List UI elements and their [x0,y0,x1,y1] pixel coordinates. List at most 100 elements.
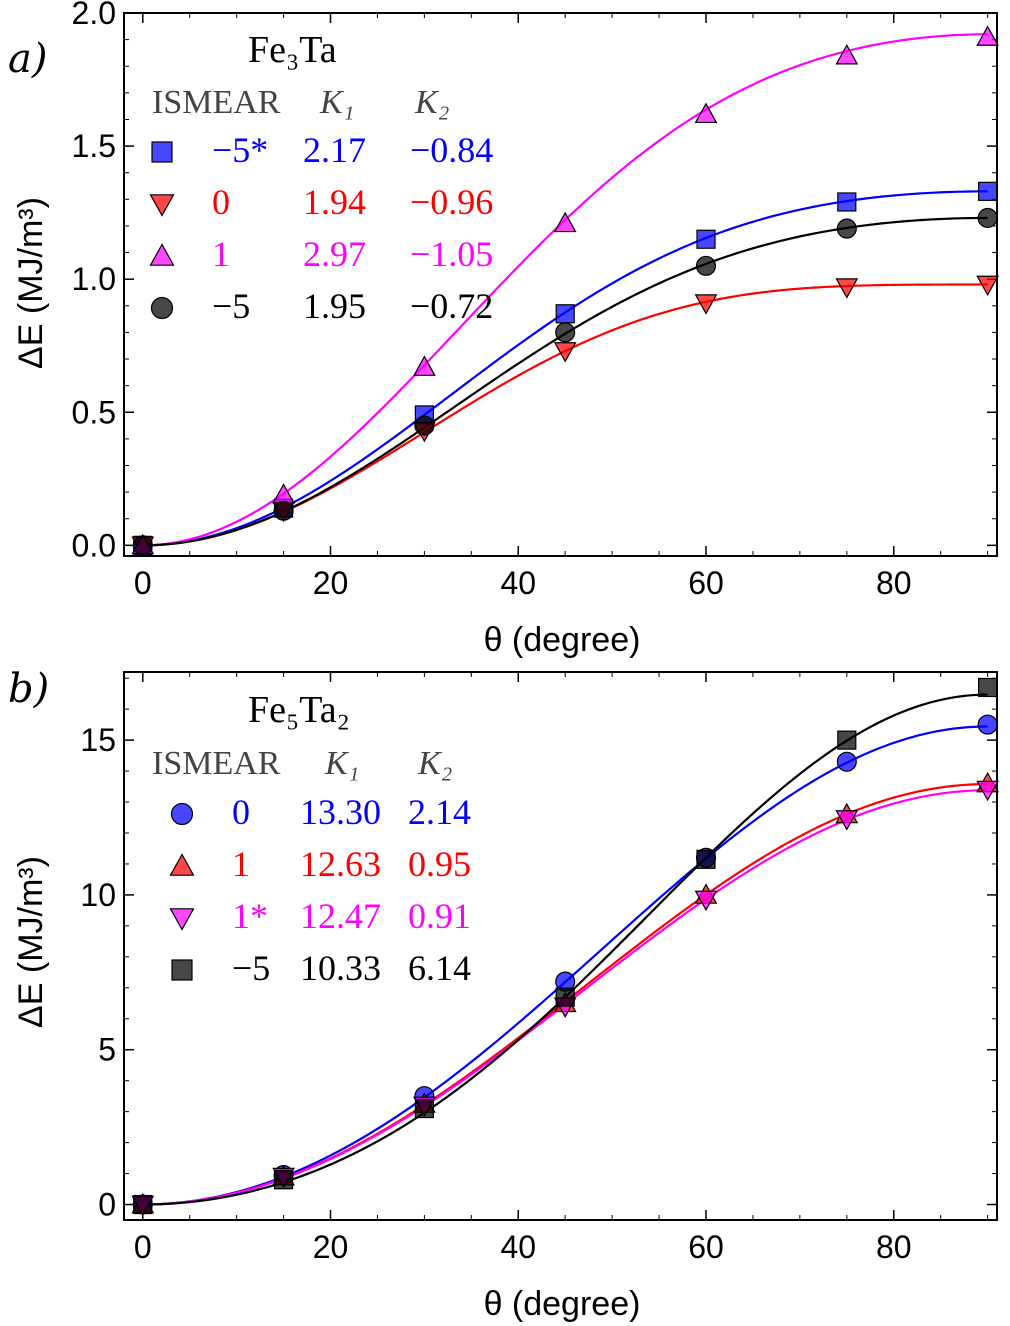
data-point-1* [835,810,859,831]
y-axis-label-b: ΔE (MJ/m³) [12,856,50,1028]
x-axis-label-a: θ (degree) [484,621,641,659]
legend-k1-0: 1.94 [303,182,366,222]
x-tick-label: 60 [688,1229,724,1265]
legend-ismear--5*: −5* [212,130,268,170]
data-points-a [131,25,999,557]
axes-ticks-b: 0 20 40 60 80 0 5 10 15 [80,672,997,1265]
legend-header-ismear: ISMEAR [152,84,281,121]
legend-k2-1*: 0.91 [408,896,471,936]
data-points-b [131,677,999,1217]
data-point-1 [694,102,718,124]
data-point--5 [414,1098,434,1119]
data-point-1 [553,211,577,233]
y-tick-label: 10 [80,877,116,913]
data-point-1* [694,890,718,912]
x-tick-label: 60 [688,565,724,601]
legend-b: ISMEAR K₁ K₂ 0 13.30 2.14 1 12.63 0.95 1* 12.47 0.9… [152,745,471,988]
plot-frame-a [123,12,998,557]
legend-k2-1: −1.05 [410,234,493,274]
data-point--5 [133,1194,153,1215]
legend-k1-1*: 12.47 [300,896,381,936]
data-point--5 [414,415,435,436]
data-point--5 [837,730,857,750]
axes-ticks-a: 0 20 40 60 80 0.0 0.5 1.0 1.5 2.0 [72,0,997,601]
chart-title-b: Fe₅Ta₂ [248,689,350,731]
legend-marker-0 [170,802,194,826]
x-tick-label: 40 [500,565,536,601]
legend-a: ISMEAR K₁ K₂ −5* 2.17 −0.84 0 1.94 −0.96 1 2.97 −1.… [149,84,493,326]
legend-k1--5: 10.33 [300,948,381,988]
data-point--5* [696,229,716,249]
fit-curve--5 [142,216,988,547]
legend-marker--5* [151,141,173,163]
legend-header-k2: K₂ [414,84,450,121]
legend-k1-1: 12.63 [300,844,381,884]
x-tick-label: 0 [134,565,152,601]
y-tick-label: 0.0 [72,527,116,563]
panel-a: 0 20 40 60 80 0.0 0.5 1.0 1.5 2.0 ISMEAR K₁ K₂ −5* 2.… [8,0,999,659]
y-tick-label: 1.5 [72,128,116,164]
y-tick-label: 5 [98,1032,116,1068]
legend-k2--5*: −0.84 [410,130,493,170]
y-tick-label: 0.5 [72,394,116,430]
data-point--5 [977,207,998,229]
legend-ismear-0: 0 [212,182,230,222]
data-point-1 [413,355,436,376]
data-point--5 [273,500,294,521]
data-point--5 [836,218,857,239]
y-axis-label-a: ΔE (MJ/m³) [12,197,50,369]
data-point--5 [132,535,153,556]
legend-ismear-1: 1 [232,844,250,884]
legend-k1-0: 13.30 [300,792,381,832]
panel-b: 0 20 40 60 80 0 5 10 15 ISMEAR K₁ K₂ 0 13.30 2.14 1 12.… [8,666,999,1323]
data-point--5* [837,192,857,212]
legend-k2-0: −0.96 [410,182,493,222]
legend-ismear-0: 0 [232,792,250,832]
x-tick-label: 20 [313,1229,349,1265]
x-tick-label: 20 [313,565,349,601]
legend-header-ismear: ISMEAR [152,745,281,782]
x-tick-label: 80 [876,565,912,601]
legend-k1-1: 2.97 [303,234,366,274]
data-point-0 [977,714,998,735]
legend-ismear--5: −5 [232,948,270,988]
data-point-1 [976,25,999,46]
plot-frame-b [123,671,998,1221]
data-point-0 [694,294,718,315]
data-point--5 [273,1170,294,1190]
data-point--5* [555,304,575,324]
legend-marker-1 [149,243,175,266]
x-axis-label-b: θ (degree) [484,1285,641,1323]
y-tick-label: 15 [80,722,116,758]
legend-marker-1 [169,853,195,876]
panel-label-a: a) [8,36,47,82]
y-tick-label: 0 [98,1187,116,1223]
data-point-0 [553,342,577,363]
legend-marker--5 [171,959,193,981]
legend-k2--5: −0.72 [410,286,493,326]
chart-title-a: Fe₃Ta [248,29,337,71]
data-point--5 [978,677,998,698]
data-point--5* [978,181,998,201]
fit-curve--5* [142,190,988,547]
legend-k1--5*: 2.17 [303,130,366,170]
legend-k1--5: 1.95 [303,286,366,326]
x-tick-label: 40 [500,1229,536,1265]
legend-header-k1: K₁ [319,84,355,121]
legend-header-k1: K₁ [324,745,360,782]
data-point--5 [555,987,575,1007]
legend-ismear-1: 1 [212,234,230,274]
data-point--5 [695,255,717,276]
legend-k2--5: 6.14 [408,948,471,988]
data-point--5 [555,322,576,343]
data-point-1 [835,44,859,65]
legend-marker-1* [169,908,195,931]
y-tick-label: 1.0 [72,261,116,297]
legend-ismear-1*: 1* [232,896,268,936]
data-point-1* [976,780,999,802]
data-point-0 [976,275,999,297]
legend-k2-1: 0.95 [408,844,471,884]
legend-marker-0 [149,194,175,217]
x-tick-label: 80 [876,1229,912,1265]
